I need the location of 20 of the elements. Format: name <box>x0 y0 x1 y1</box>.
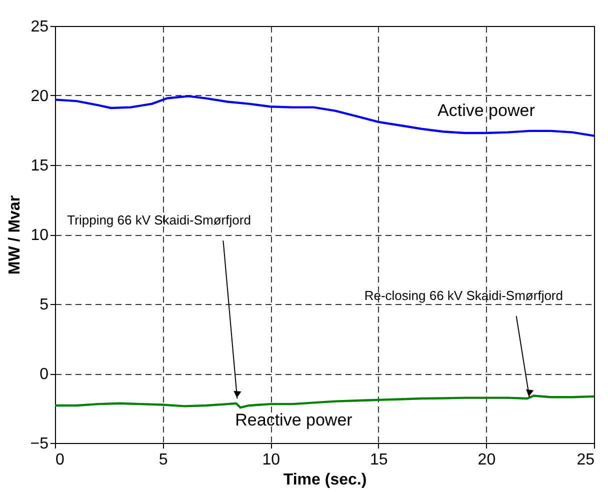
x-tick-label: 5 <box>158 452 168 468</box>
y-tick-label: 0 <box>40 366 49 383</box>
x-tick-label: 25 <box>576 452 595 468</box>
x-tick-label: 15 <box>370 452 388 468</box>
annotation: Re-closing 66 kV Skaidi-Smørfjord <box>364 288 564 304</box>
x-tick-label: 10 <box>262 452 280 468</box>
y-tick-label: 15 <box>30 158 49 174</box>
x-tick-label: 0 <box>56 452 64 468</box>
y-axis-title: MW / Mvar <box>6 195 24 275</box>
y-tick-label: 20 <box>30 88 49 105</box>
series-label: Reactive power <box>235 410 353 430</box>
y-tick-label: −5 <box>30 436 49 452</box>
y-tick-label: 10 <box>30 227 49 244</box>
annotation: Tripping 66 kV Skaidi-Smørfjord <box>67 212 251 228</box>
x-axis-title: Time (sec.) <box>283 472 367 488</box>
line-series <box>54 95 596 137</box>
y-tick-label: 25 <box>30 18 49 36</box>
series-label: Active power <box>438 101 536 120</box>
y-tick-label: 5 <box>40 296 49 314</box>
x-tick-label: 20 <box>478 452 496 468</box>
